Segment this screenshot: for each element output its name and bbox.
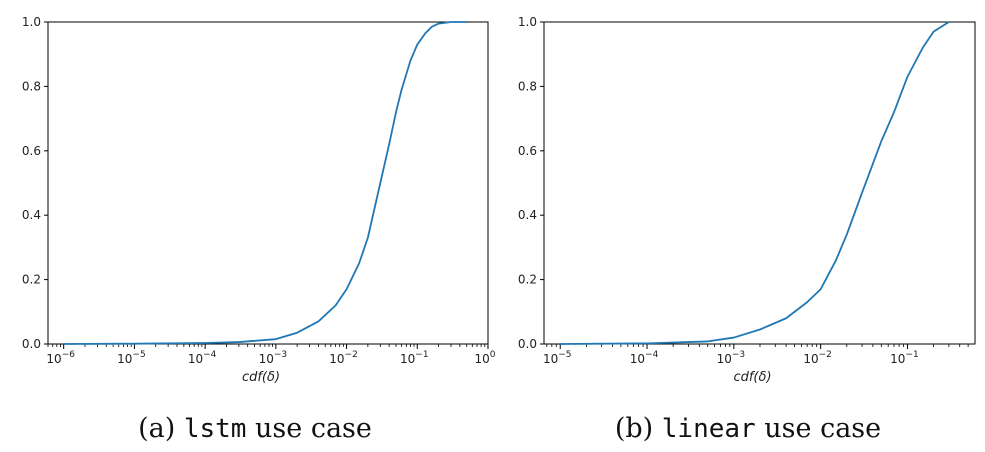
plot-frame xyxy=(47,21,489,345)
x-tick-exponent: −3 xyxy=(732,350,745,360)
x-axis-label: cdf(δ) xyxy=(242,370,280,385)
x-tick-base: 10 xyxy=(630,352,645,366)
x-tick-label: 10−5 xyxy=(543,350,572,366)
x-tick-base: 10 xyxy=(717,352,732,366)
y-tick-label: 0.4 xyxy=(22,208,41,222)
x-tick-exponent: −1 xyxy=(415,350,428,360)
y-tick-label: 0.6 xyxy=(22,144,41,158)
x-tick-exponent: −2 xyxy=(345,350,358,360)
caption-code: lstm xyxy=(184,414,247,444)
y-tick-label: 0.4 xyxy=(518,208,537,222)
cdf-series-line xyxy=(63,21,467,345)
panel-a-lstm: 0.00.20.40.60.81.010−6 10−5 10−4 10−3 10−2 10… xyxy=(22,15,496,444)
x-tick-label: 10−3 xyxy=(717,350,746,366)
y-tick-label: 0.2 xyxy=(518,273,537,287)
x-tick-label: 10−1 xyxy=(890,350,919,366)
x-tick-label: 10−5 xyxy=(117,350,146,366)
caption-prefix: (b) xyxy=(615,413,662,444)
x-tick-base: 10 xyxy=(46,352,61,366)
panel-b-linear: 0.00.20.40.60.81.010−5 10−4 10−3 10−2 10−1cd… xyxy=(518,15,976,444)
y-tick-label: 0.2 xyxy=(22,273,41,287)
x-tick-exponent: −4 xyxy=(645,350,659,360)
x-tick-exponent: −6 xyxy=(62,350,76,360)
figure-caption: (b) linear use case xyxy=(615,413,881,444)
x-tick-base: 10 xyxy=(803,352,818,366)
x-tick-base: 10 xyxy=(329,352,344,366)
y-tick-label: 0.0 xyxy=(22,337,41,351)
x-tick-exponent: −5 xyxy=(132,350,145,360)
y-tick-label: 0.8 xyxy=(22,79,41,93)
x-tick-label: 10−1 xyxy=(400,350,429,366)
plot-frame xyxy=(543,21,976,345)
x-tick-base: 10 xyxy=(188,352,203,366)
x-tick-exponent: −2 xyxy=(819,350,832,360)
x-axis-label: cdf(δ) xyxy=(733,370,771,385)
y-tick-label: 1.0 xyxy=(518,15,537,29)
x-tick-exponent: 0 xyxy=(490,350,496,360)
cdf-series-line xyxy=(560,21,950,345)
x-tick-label: 10−2 xyxy=(803,350,832,366)
x-tick-label: 10−4 xyxy=(188,350,217,366)
x-tick-label: 10−6 xyxy=(46,350,75,366)
y-tick-label: 0.8 xyxy=(518,79,537,93)
x-tick-base: 10 xyxy=(400,352,415,366)
caption-suffix: use case xyxy=(246,413,371,444)
x-tick-base: 10 xyxy=(543,352,558,366)
y-tick-label: 0.6 xyxy=(518,144,537,158)
caption-prefix: (a) xyxy=(138,413,184,444)
x-tick-exponent: −5 xyxy=(558,350,571,360)
y-tick-label: 0.0 xyxy=(518,337,537,351)
x-tick-base: 10 xyxy=(474,352,489,366)
x-tick-base: 10 xyxy=(259,352,274,366)
x-tick-base: 10 xyxy=(890,352,905,366)
x-tick-label: 10−4 xyxy=(630,350,659,366)
x-tick-label: 10−2 xyxy=(329,350,358,366)
caption-code: linear xyxy=(662,414,756,444)
x-tick-exponent: −4 xyxy=(203,350,217,360)
caption-suffix: use case xyxy=(756,413,881,444)
x-tick-base: 10 xyxy=(117,352,132,366)
x-tick-label: 10−3 xyxy=(259,350,288,366)
y-tick-label: 1.0 xyxy=(22,15,41,29)
x-tick-exponent: −3 xyxy=(274,350,287,360)
figure-caption: (a) lstm use case xyxy=(138,413,372,444)
x-tick-exponent: −1 xyxy=(905,350,918,360)
x-tick-label: 100 xyxy=(474,350,495,366)
